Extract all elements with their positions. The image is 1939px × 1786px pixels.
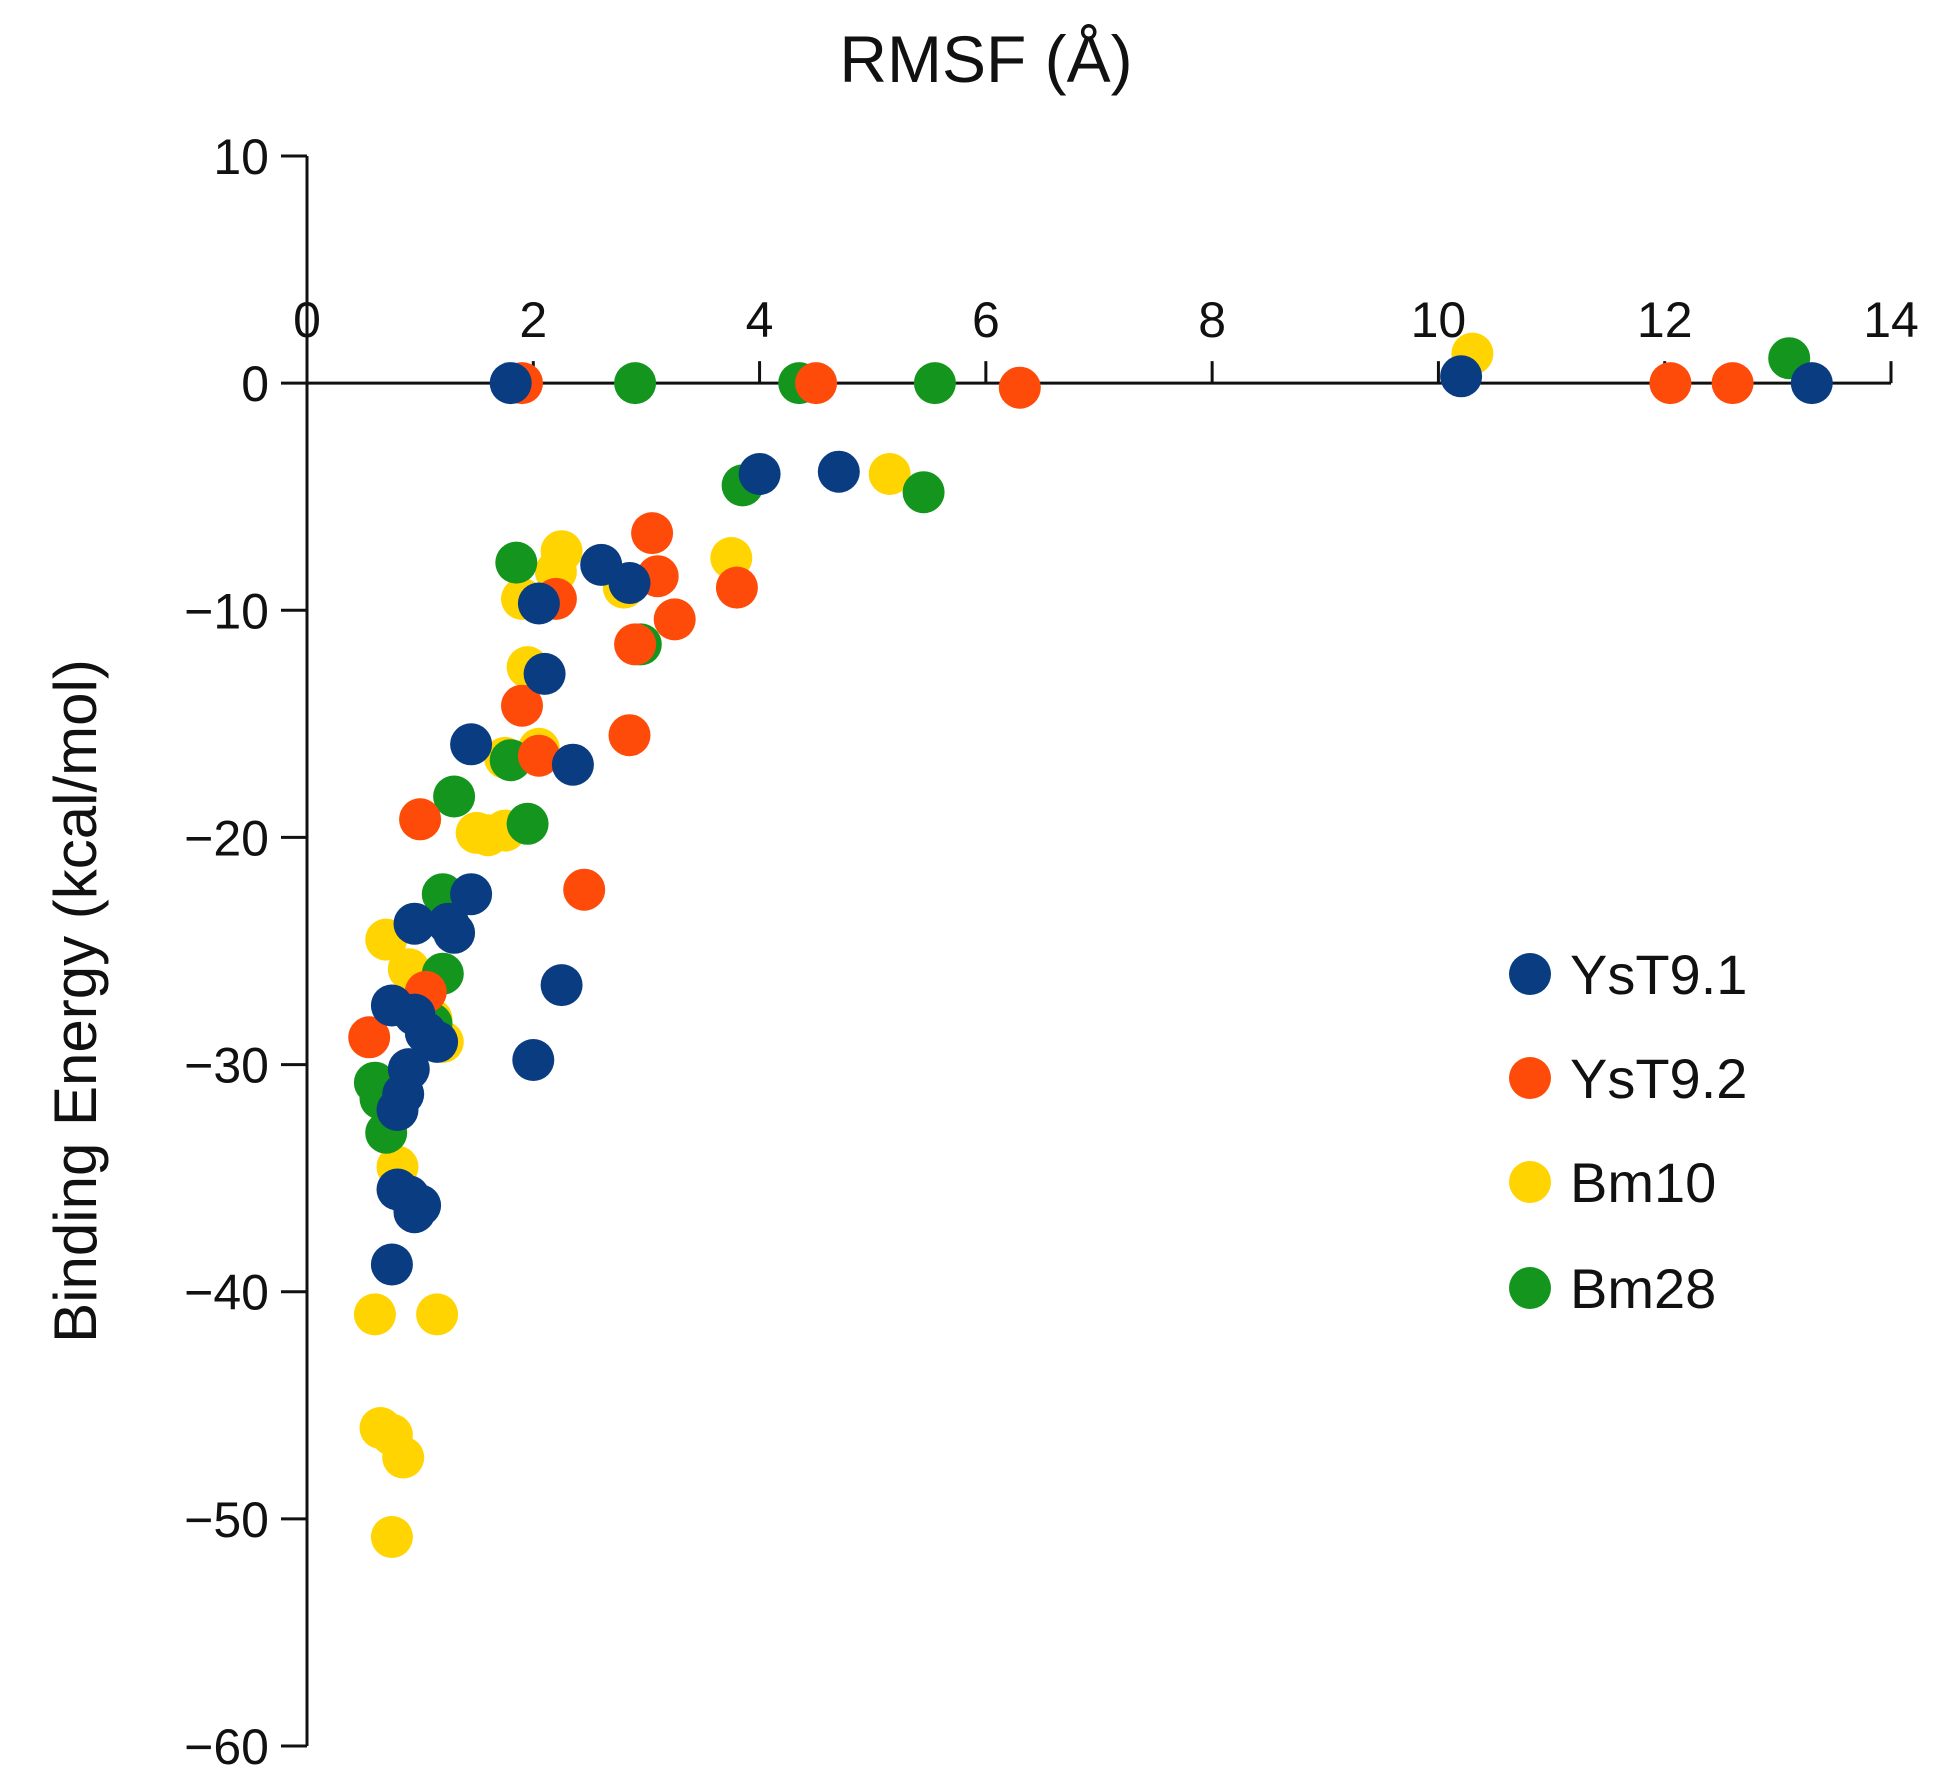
y-tick-label: −10	[184, 583, 269, 639]
data-point-yst9-2	[517, 734, 560, 777]
y-tick-label: −20	[184, 810, 269, 866]
data-point-bm28	[506, 802, 549, 845]
legend-label-yst9-1: YsT9.1	[1570, 943, 1747, 1006]
x-tick-label: 12	[1637, 292, 1693, 348]
legend: YsT9.1 YsT9.2 Bm10 Bm28	[1509, 943, 1747, 1320]
data-point-yst9-2	[998, 366, 1041, 409]
x-ticks: 0 2 4 6 8 10 12 14	[293, 292, 1919, 384]
data-point-bm10	[416, 1293, 459, 1336]
data-point-yst9-1	[399, 1184, 442, 1227]
data-point-yst9-2	[795, 362, 838, 405]
y-tick-label: 10	[213, 129, 269, 185]
legend-label-bm10: Bm10	[1570, 1151, 1716, 1214]
data-point-yst9-1	[450, 723, 493, 766]
y-axis-label: Binding Energy (kcal/mol)	[42, 659, 109, 1343]
data-point-bm10	[382, 1436, 425, 1479]
data-point-yst9-1	[608, 562, 651, 604]
data-point-yst9-1	[1440, 355, 1483, 398]
data-point-bm10	[868, 453, 911, 495]
data-point-bm28	[902, 471, 945, 514]
legend-marker-bm10	[1509, 1161, 1551, 1203]
data-point-yst9-1	[393, 902, 436, 945]
data-point-yst9-1	[517, 582, 560, 625]
x-tick-label: 0	[293, 292, 321, 348]
legend-marker-bm28	[1509, 1267, 1551, 1309]
data-point-yst9-1	[512, 1039, 555, 1081]
legend-marker-yst9-1	[1509, 953, 1551, 995]
legend-item-bm28: Bm28	[1509, 1257, 1716, 1320]
y-tick-label: −50	[184, 1492, 269, 1548]
data-point-yst9-2	[715, 566, 758, 609]
legend-label-yst9-2: YsT9.2	[1570, 1047, 1747, 1110]
data-point-yst9-2	[501, 684, 543, 727]
data-point-yst9-1	[387, 1048, 430, 1091]
legend-label-bm28: Bm28	[1570, 1257, 1716, 1320]
data-point-bm28	[495, 541, 538, 584]
legend-item-bm10: Bm10	[1509, 1151, 1716, 1214]
data-point-yst9-2	[608, 714, 651, 757]
data-point-yst9-1	[1790, 362, 1833, 405]
data-point-yst9-2	[653, 598, 696, 641]
data-point-yst9-1	[817, 450, 860, 493]
data-point-bm10	[370, 1516, 413, 1558]
data-point-yst9-2	[631, 512, 674, 555]
data-point-yst9-1	[551, 743, 594, 786]
chart-title: RMSF (Å)	[839, 22, 1132, 96]
data-point-bm10	[353, 1293, 396, 1336]
legend-item-yst9-2: YsT9.2	[1509, 1047, 1747, 1110]
data-point-yst9-2	[399, 798, 442, 841]
data-points	[348, 332, 1833, 1558]
y-tick-label: −30	[184, 1038, 269, 1094]
data-point-bm28	[614, 362, 657, 405]
data-point-yst9-1	[540, 964, 583, 1007]
data-point-yst9-1	[433, 911, 476, 954]
data-point-yst9-2	[563, 868, 606, 911]
data-point-yst9-1	[523, 652, 566, 695]
data-point-bm28	[913, 362, 956, 405]
data-point-bm28	[433, 775, 476, 818]
y-ticks: 10 0 −10 −20 −30 −40 −50 −60	[184, 129, 307, 1775]
legend-item-yst9-1: YsT9.1	[1509, 943, 1747, 1006]
x-tick-label: 4	[746, 292, 774, 348]
data-point-yst9-1	[450, 873, 493, 916]
data-point-yst9-2	[1649, 362, 1692, 405]
data-point-yst9-1	[489, 362, 532, 405]
x-tick-label: 6	[972, 292, 1000, 348]
data-point-yst9-1	[738, 453, 781, 495]
x-tick-label: 8	[1198, 292, 1226, 348]
data-point-yst9-2	[348, 1016, 391, 1059]
legend-marker-yst9-2	[1509, 1057, 1551, 1099]
data-point-yst9-1	[370, 1243, 413, 1286]
data-point-yst9-2	[1711, 362, 1754, 405]
data-point-yst9-2	[614, 623, 657, 666]
data-point-yst9-1	[416, 1020, 459, 1063]
x-tick-label: 14	[1863, 292, 1919, 348]
y-tick-label: −60	[184, 1719, 269, 1775]
y-tick-label: −40	[184, 1265, 269, 1321]
x-tick-label: 2	[519, 292, 547, 348]
x-tick-label: 10	[1411, 292, 1467, 348]
y-tick-label: 0	[241, 356, 269, 412]
